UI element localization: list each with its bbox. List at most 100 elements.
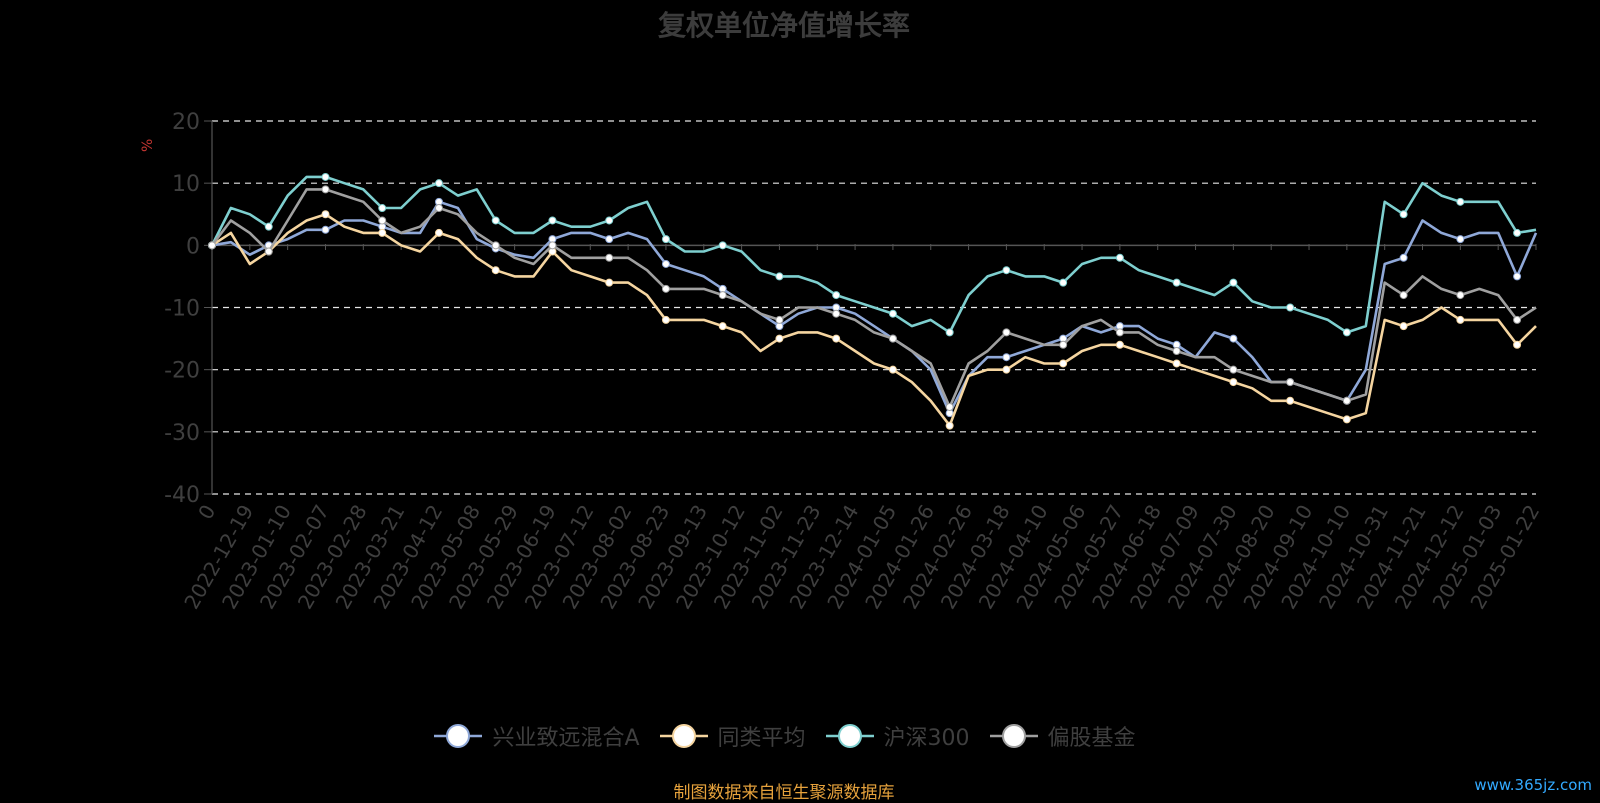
legend-item[interactable]: 同类平均 [658, 720, 806, 752]
y-tick-label: -10 [164, 297, 200, 322]
data-point [888, 365, 897, 374]
data-point [1172, 278, 1181, 287]
data-point [718, 322, 727, 331]
data-point [378, 216, 387, 225]
data-point [1399, 322, 1408, 331]
data-point [605, 278, 614, 287]
data-point [321, 225, 330, 234]
data-point [1002, 266, 1011, 275]
data-point [1342, 328, 1351, 337]
data-point [661, 259, 670, 268]
data-point [434, 179, 443, 188]
series-line [210, 188, 1537, 409]
data-point [1115, 340, 1124, 349]
data-point [1513, 272, 1522, 281]
data-point [1286, 378, 1295, 387]
data-point [1456, 235, 1465, 244]
chart-title: 复权单位净值增长率 [657, 9, 910, 42]
data-point [888, 309, 897, 318]
data-point [1286, 396, 1295, 405]
data-point [548, 241, 557, 250]
data-point [1115, 253, 1124, 262]
data-point [945, 402, 954, 411]
data-point [1399, 253, 1408, 262]
data-point [1002, 353, 1011, 362]
legend-label: 偏股基金 [1047, 726, 1136, 751]
legend-item[interactable]: 沪深300 [824, 720, 970, 752]
data-point [832, 291, 841, 300]
data-point [1229, 278, 1238, 287]
y-tick-label: -30 [164, 421, 200, 446]
data-point [945, 421, 954, 430]
data-point [1229, 365, 1238, 374]
data-point [1456, 197, 1465, 206]
data-point [1059, 278, 1068, 287]
data-point [888, 334, 897, 343]
data-point [1059, 359, 1068, 368]
data-point [321, 210, 330, 219]
data-point [1342, 415, 1351, 424]
x-tick-label: 0 [193, 501, 220, 524]
data-point [1456, 291, 1465, 300]
data-point [491, 266, 500, 275]
data-point [661, 284, 670, 293]
data-point [321, 185, 330, 194]
data-point [378, 228, 387, 237]
data-point [605, 216, 614, 225]
legend-swatch [434, 724, 483, 748]
data-point [434, 204, 443, 213]
data-point [208, 241, 216, 250]
y-tick-label: 10 [172, 172, 200, 197]
data-point [1456, 315, 1465, 324]
data-point [548, 216, 557, 225]
y-tick-label: -40 [164, 483, 200, 508]
data-point [775, 334, 784, 343]
data-point [1513, 315, 1522, 324]
legend-label: 兴业致远混合A [492, 726, 640, 751]
data-point [1399, 291, 1408, 300]
data-point [605, 253, 614, 262]
data-point [1513, 228, 1522, 237]
data-point [945, 328, 954, 337]
legend-item[interactable]: 偏股基金 [988, 720, 1136, 752]
data-point [1399, 210, 1408, 219]
data-point [264, 247, 273, 256]
data-point [1229, 378, 1238, 387]
legend-item[interactable]: 兴业致远混合A [432, 720, 640, 752]
data-point [1342, 396, 1351, 405]
data-point [378, 204, 387, 213]
series-line [210, 175, 1537, 334]
legend: 兴业致远混合A 同类平均 沪深300 偏股基金 [0, 720, 1568, 752]
legend-swatch [659, 724, 708, 748]
legend-swatch [825, 724, 874, 748]
data-point [661, 235, 670, 244]
data-point [661, 315, 670, 324]
data-point [775, 272, 784, 281]
data-point [1002, 328, 1011, 337]
data-point [1002, 365, 1011, 374]
data-point [264, 222, 273, 231]
data-point [434, 228, 443, 237]
data-point [321, 172, 330, 181]
data-point [491, 241, 500, 250]
data-point [1286, 303, 1295, 312]
legend-swatch [989, 724, 1038, 748]
series-line [211, 213, 1537, 427]
data-point [605, 235, 614, 244]
data-point [491, 216, 500, 225]
watermark: www.365jz.com [1474, 776, 1592, 794]
data-point [718, 291, 727, 300]
y-tick-label: 0 [186, 234, 200, 259]
y-tick-label: 20 [172, 110, 200, 135]
data-point [1172, 347, 1181, 356]
data-point [1059, 340, 1068, 349]
y-tick-label: -20 [164, 359, 200, 384]
data-point [718, 241, 727, 250]
legend-label: 同类平均 [717, 726, 806, 751]
data-point [1115, 328, 1124, 337]
data-point [1229, 334, 1238, 343]
data-point [832, 309, 841, 318]
source-note: 制图数据来自恒生聚源数据库 [673, 783, 895, 803]
